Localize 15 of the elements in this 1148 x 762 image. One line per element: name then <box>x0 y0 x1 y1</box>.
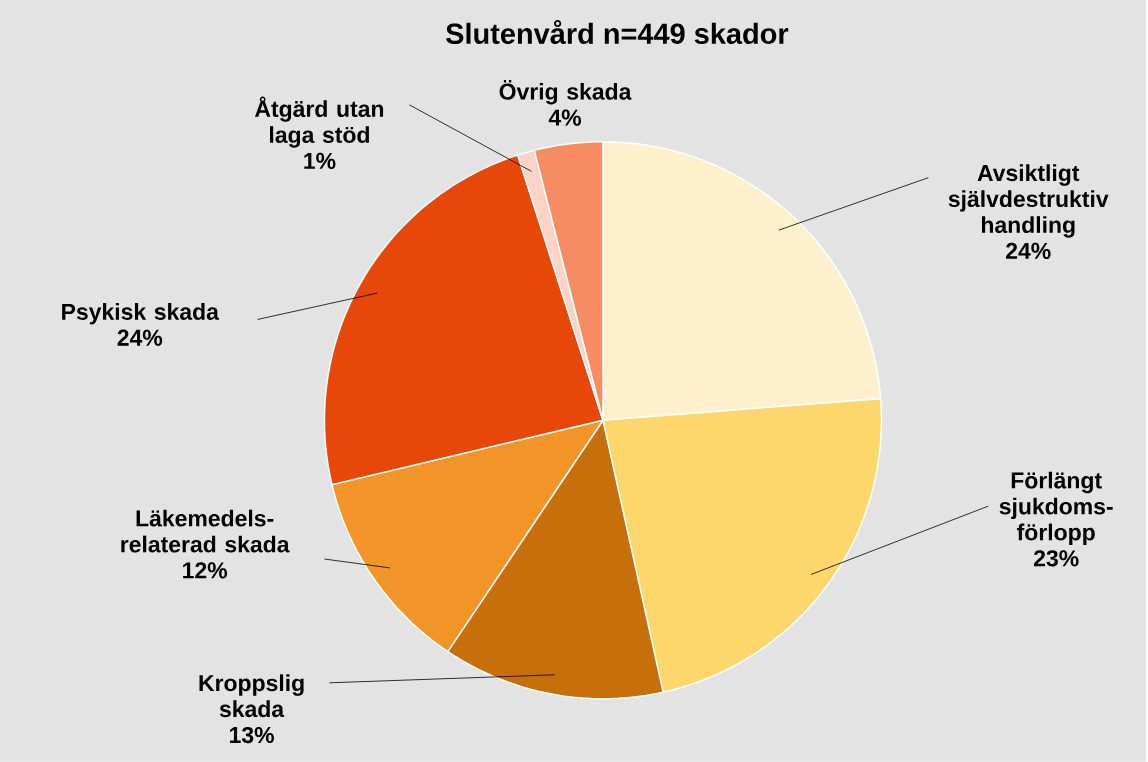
slice-label: Förlängt sjukdoms-förlopp <box>999 471 1113 546</box>
data-label: 4% <box>548 109 582 126</box>
data-label: 24% <box>117 329 163 346</box>
slice-label: Psykisk skada <box>62 303 220 325</box>
slice-label: Kroppslig skada <box>199 674 304 718</box>
slice-label: Läkemedels-relaterad skada <box>121 509 290 553</box>
data-label: 1% <box>304 152 336 170</box>
slice-label: Övrig skada <box>499 80 632 105</box>
chart-title: Slutenvård n=449 skador <box>446 20 789 45</box>
data-label: 24% <box>1006 242 1051 260</box>
data-label: 12% <box>183 562 228 579</box>
data-label: 23% <box>1033 550 1079 567</box>
data-label: 13% <box>230 727 274 744</box>
slice-label: Avsiktligt självdestruktiv handling <box>948 164 1109 238</box>
slice-label: Åtgärd utan laga stöd <box>254 96 384 148</box>
